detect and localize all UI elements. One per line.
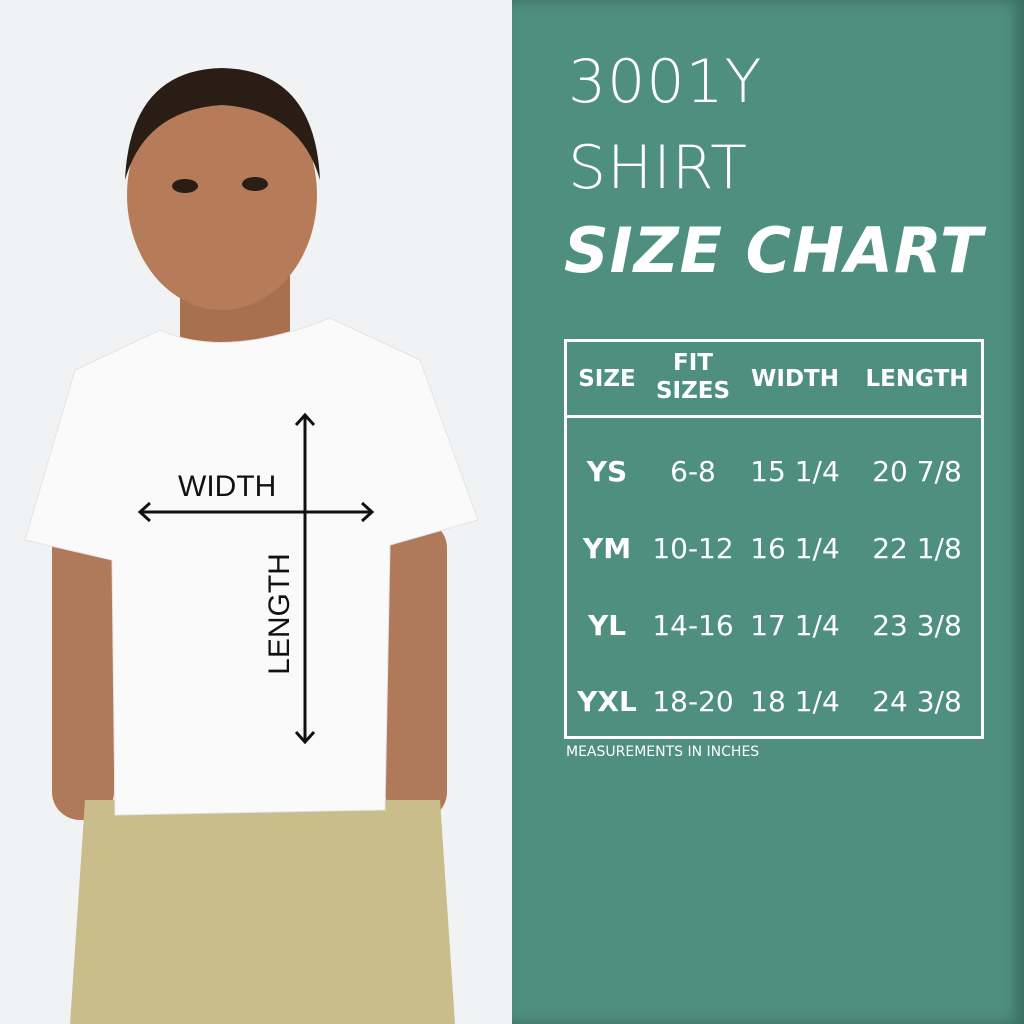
cell-length: 24 3/8 [872, 685, 962, 718]
cell-length: 20 7/8 [872, 455, 962, 488]
measurement-note: MEASUREMENTS IN INCHES [566, 744, 760, 760]
cell-width: 18 1/4 [750, 685, 840, 718]
cell-width: 17 1/4 [750, 609, 840, 642]
product-code: 3001Y [568, 47, 763, 117]
cell-size: YL [587, 609, 627, 642]
cell-size: YM [582, 532, 632, 565]
cell-width: 16 1/4 [750, 532, 840, 565]
product-photo: WIDTH LENGTH [0, 0, 512, 1024]
size-table: SIZE FIT SIZES WIDTH LENGTH YS 6-8 15 1/4 2… [564, 339, 984, 739]
child-model-illustration [24, 68, 479, 1024]
cell-fit: 14-16 [652, 609, 734, 642]
column-header-fit-line1: FIT [673, 350, 713, 376]
column-header-width: WIDTH [751, 366, 839, 392]
column-header-fit-line2: SIZES [655, 378, 731, 404]
product-type: SHIRT [568, 133, 748, 203]
cell-fit: 10-12 [652, 532, 734, 565]
table-row: YS 6-8 15 1/4 20 7/8 [567, 455, 981, 495]
size-chart-panel: 3001Y SHIRT SIZE CHART SIZE FIT SIZES WI… [512, 0, 1024, 1024]
table-row: YL 14-16 17 1/4 23 3/8 [567, 609, 981, 649]
cell-fit: 6-8 [670, 455, 716, 488]
length-label: LENGTH [263, 553, 296, 675]
cell-fit: 18-20 [652, 685, 734, 718]
table-header: SIZE FIT SIZES WIDTH LENGTH [567, 342, 981, 418]
cell-size: YXL [577, 685, 637, 718]
page-title: SIZE CHART [564, 214, 984, 287]
cell-width: 15 1/4 [750, 455, 840, 488]
column-header-size: SIZE [578, 366, 636, 392]
cell-length: 22 1/8 [872, 532, 962, 565]
column-header-fit: FIT SIZES [656, 349, 730, 405]
cell-size: YS [586, 455, 628, 488]
table-row: YM 10-12 16 1/4 22 1/8 [567, 532, 981, 572]
width-label: WIDTH [178, 470, 277, 503]
column-header-length: LENGTH [865, 366, 969, 392]
cell-length: 23 3/8 [872, 609, 962, 642]
table-row: YXL 18-20 18 1/4 24 3/8 [567, 685, 981, 725]
